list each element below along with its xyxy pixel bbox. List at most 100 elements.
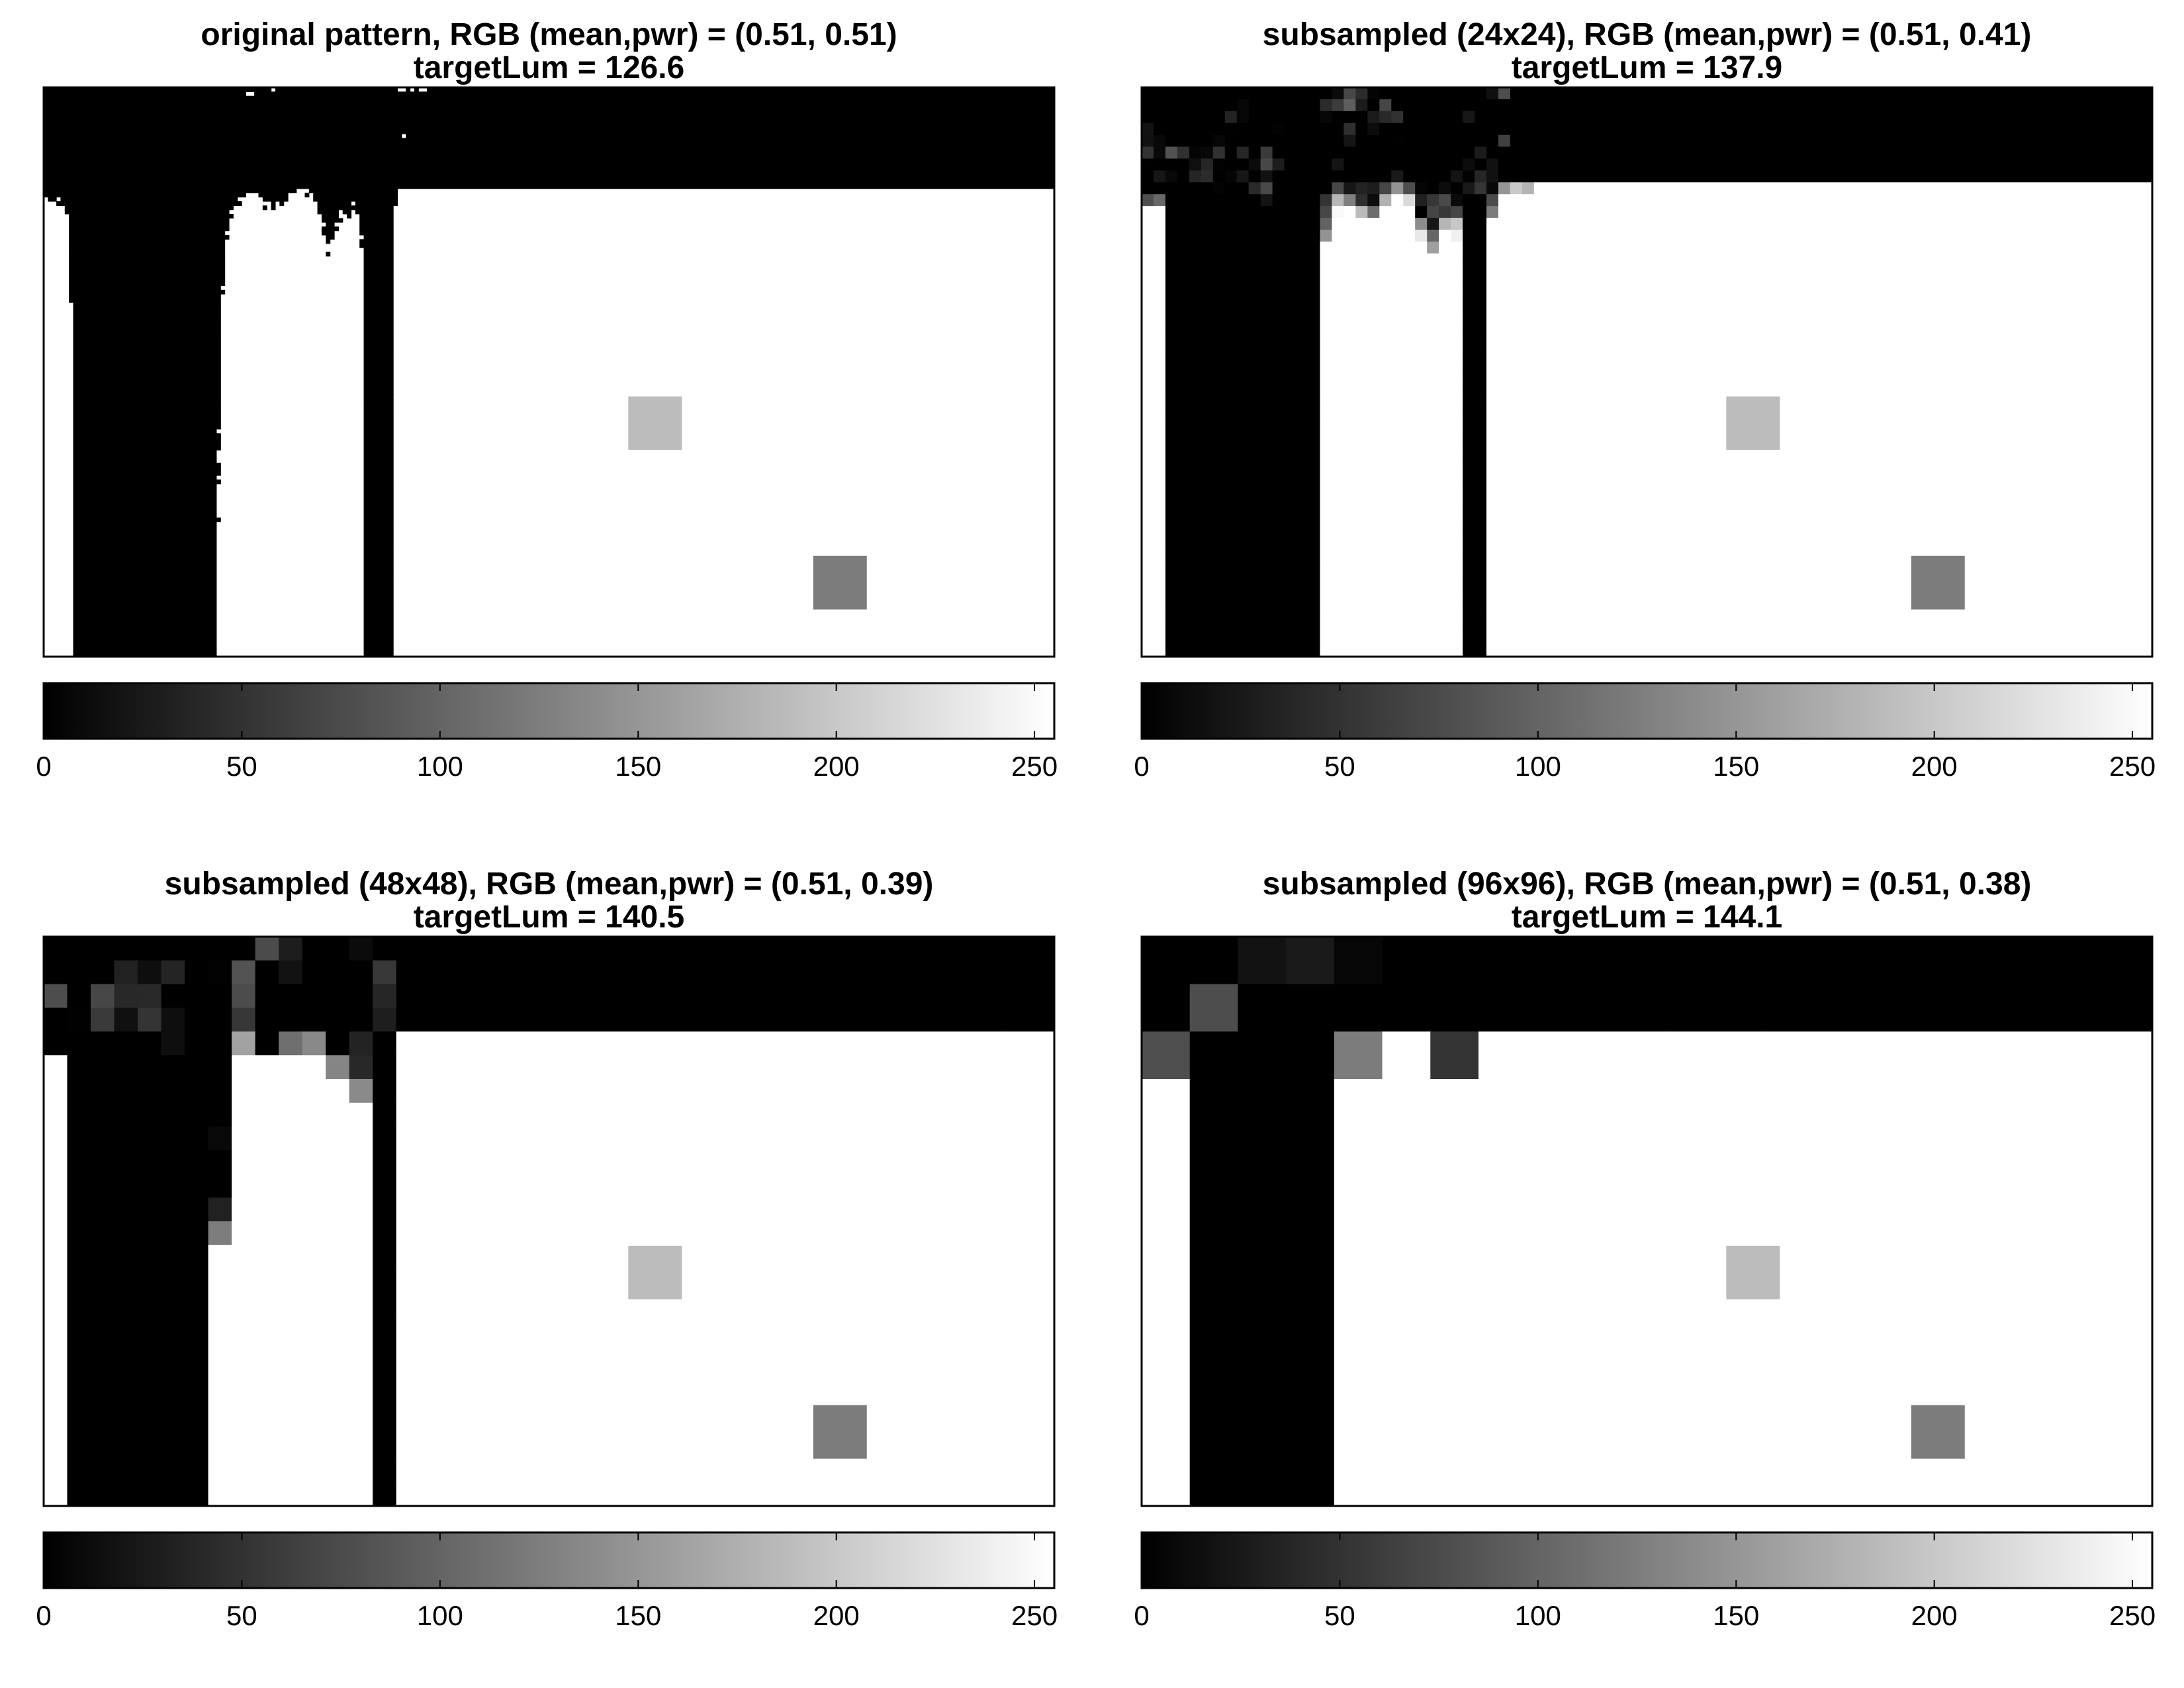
pixel-run	[73, 568, 217, 573]
heatmap-cell	[1974, 455, 1987, 467]
heatmap-cell	[1938, 526, 1951, 539]
heatmap-cell	[1843, 597, 1856, 610]
heatmap-cell	[1938, 431, 1951, 444]
heatmap-cell	[1878, 312, 1891, 325]
heatmap-cell	[114, 1221, 138, 1246]
heatmap-cell	[161, 1150, 185, 1174]
heatmap-cell	[1974, 134, 1987, 148]
heatmap-cell	[1581, 265, 1594, 278]
heatmap-cell	[1569, 134, 1582, 148]
heatmap-cell	[1320, 479, 1333, 491]
heatmap-cell	[1272, 348, 1285, 361]
heatmap-cell	[1224, 218, 1238, 230]
heatmap-cell	[1343, 609, 1356, 622]
heatmap-cell	[1248, 360, 1261, 373]
heatmap-cell	[1854, 514, 1868, 527]
heatmap-cell	[514, 1126, 538, 1151]
heatmap-cell	[420, 937, 444, 961]
heatmap-cell	[1950, 502, 1963, 515]
heatmap-cell	[2116, 538, 2129, 551]
pixel-run	[363, 416, 394, 421]
heatmap-cell	[1486, 301, 1499, 314]
heatmap-cell	[1902, 312, 1915, 325]
heatmap-cell	[1890, 230, 1903, 242]
heatmap-cell	[1165, 324, 1178, 337]
heatmap-cell	[1914, 479, 1927, 491]
heatmap-cell	[1962, 372, 1975, 385]
heatmap-cell	[1569, 431, 1582, 444]
heatmap-cell	[1843, 467, 1856, 479]
heatmap-cell	[1355, 336, 1368, 349]
heatmap-cell	[2009, 170, 2022, 183]
heatmap-cell	[1605, 301, 1618, 314]
heatmap-cell	[2093, 585, 2105, 598]
heatmap-cell	[1439, 383, 1451, 397]
heatmap-cell	[1724, 182, 1737, 195]
heatmap-cell	[1296, 218, 1309, 230]
heatmap-cell	[2093, 336, 2105, 349]
heatmap-cell	[2009, 609, 2022, 622]
heatmap-cell	[1510, 526, 1523, 539]
heatmap-cell	[2033, 111, 2046, 124]
heatmap-cell	[1914, 431, 1927, 444]
heatmap-cell	[467, 1126, 491, 1151]
heatmap-cell	[1676, 265, 1689, 278]
heatmap-cell	[1629, 383, 1642, 397]
heatmap-cell	[2021, 538, 2034, 551]
heatmap-cell	[1688, 443, 1701, 456]
heatmap-cell	[1748, 502, 1760, 515]
heatmap-cell	[1343, 312, 1356, 325]
heatmap-cell	[1712, 122, 1725, 136]
heatmap-cell	[2069, 218, 2081, 230]
heatmap-cell	[1974, 538, 1987, 551]
heatmap-cell	[1403, 289, 1416, 302]
pixel-run	[363, 534, 394, 539]
heatmap-cell	[1522, 479, 1535, 491]
heatmap-cell	[1985, 645, 1999, 657]
heatmap-cell	[373, 960, 397, 985]
heatmap-cell	[1153, 597, 1166, 610]
heatmap-cell	[1796, 265, 1808, 278]
heatmap-cell	[2140, 348, 2153, 361]
heatmap-cell	[1343, 122, 1356, 136]
heatmap-cell	[1985, 360, 1999, 373]
pixel-run	[406, 134, 1055, 139]
heatmap-cell	[326, 1150, 350, 1174]
heatmap-cell	[1653, 111, 1666, 124]
heatmap-cell	[1142, 455, 1154, 467]
heatmap-cell	[2093, 419, 2105, 432]
heatmap-cell	[2045, 360, 2058, 373]
heatmap-cell	[1760, 230, 1772, 242]
pixel-run	[363, 424, 394, 430]
heatmap-cell	[1950, 146, 1963, 160]
heatmap-cell	[1843, 549, 1856, 563]
heatmap-cell	[1866, 324, 1880, 337]
heatmap-cell	[1617, 431, 1630, 444]
heatmap-cell	[1142, 122, 1154, 136]
heatmap-cell	[725, 1055, 749, 1080]
heatmap-cell	[1189, 479, 1202, 491]
heatmap-cell	[1545, 324, 1559, 337]
heatmap-cell	[1533, 241, 1547, 254]
heatmap-cell	[1605, 526, 1618, 539]
heatmap-cell	[1772, 585, 1784, 598]
heatmap-cell	[1938, 491, 1951, 503]
heatmap-cell	[1165, 645, 1178, 657]
heatmap-cell	[1451, 597, 1463, 610]
pixel-run	[73, 336, 221, 341]
heatmap-cell	[1617, 372, 1630, 385]
heatmap-cell	[1854, 99, 1868, 112]
heatmap-cell	[1985, 372, 1999, 385]
heatmap-cell	[1533, 99, 1547, 112]
heatmap-cell	[1760, 538, 1772, 551]
heatmap-cell	[1617, 301, 1630, 314]
heatmap-image	[44, 937, 1055, 1507]
heatmap-cell	[1557, 230, 1570, 242]
heatmap-cell	[1522, 597, 1535, 610]
heatmap-cell	[1355, 597, 1368, 610]
heatmap-cell	[1617, 526, 1630, 539]
heatmap-cell	[1007, 1174, 1032, 1198]
heatmap-cell	[2105, 348, 2117, 361]
heatmap-cell	[1403, 491, 1416, 503]
pixel-run	[363, 517, 394, 522]
